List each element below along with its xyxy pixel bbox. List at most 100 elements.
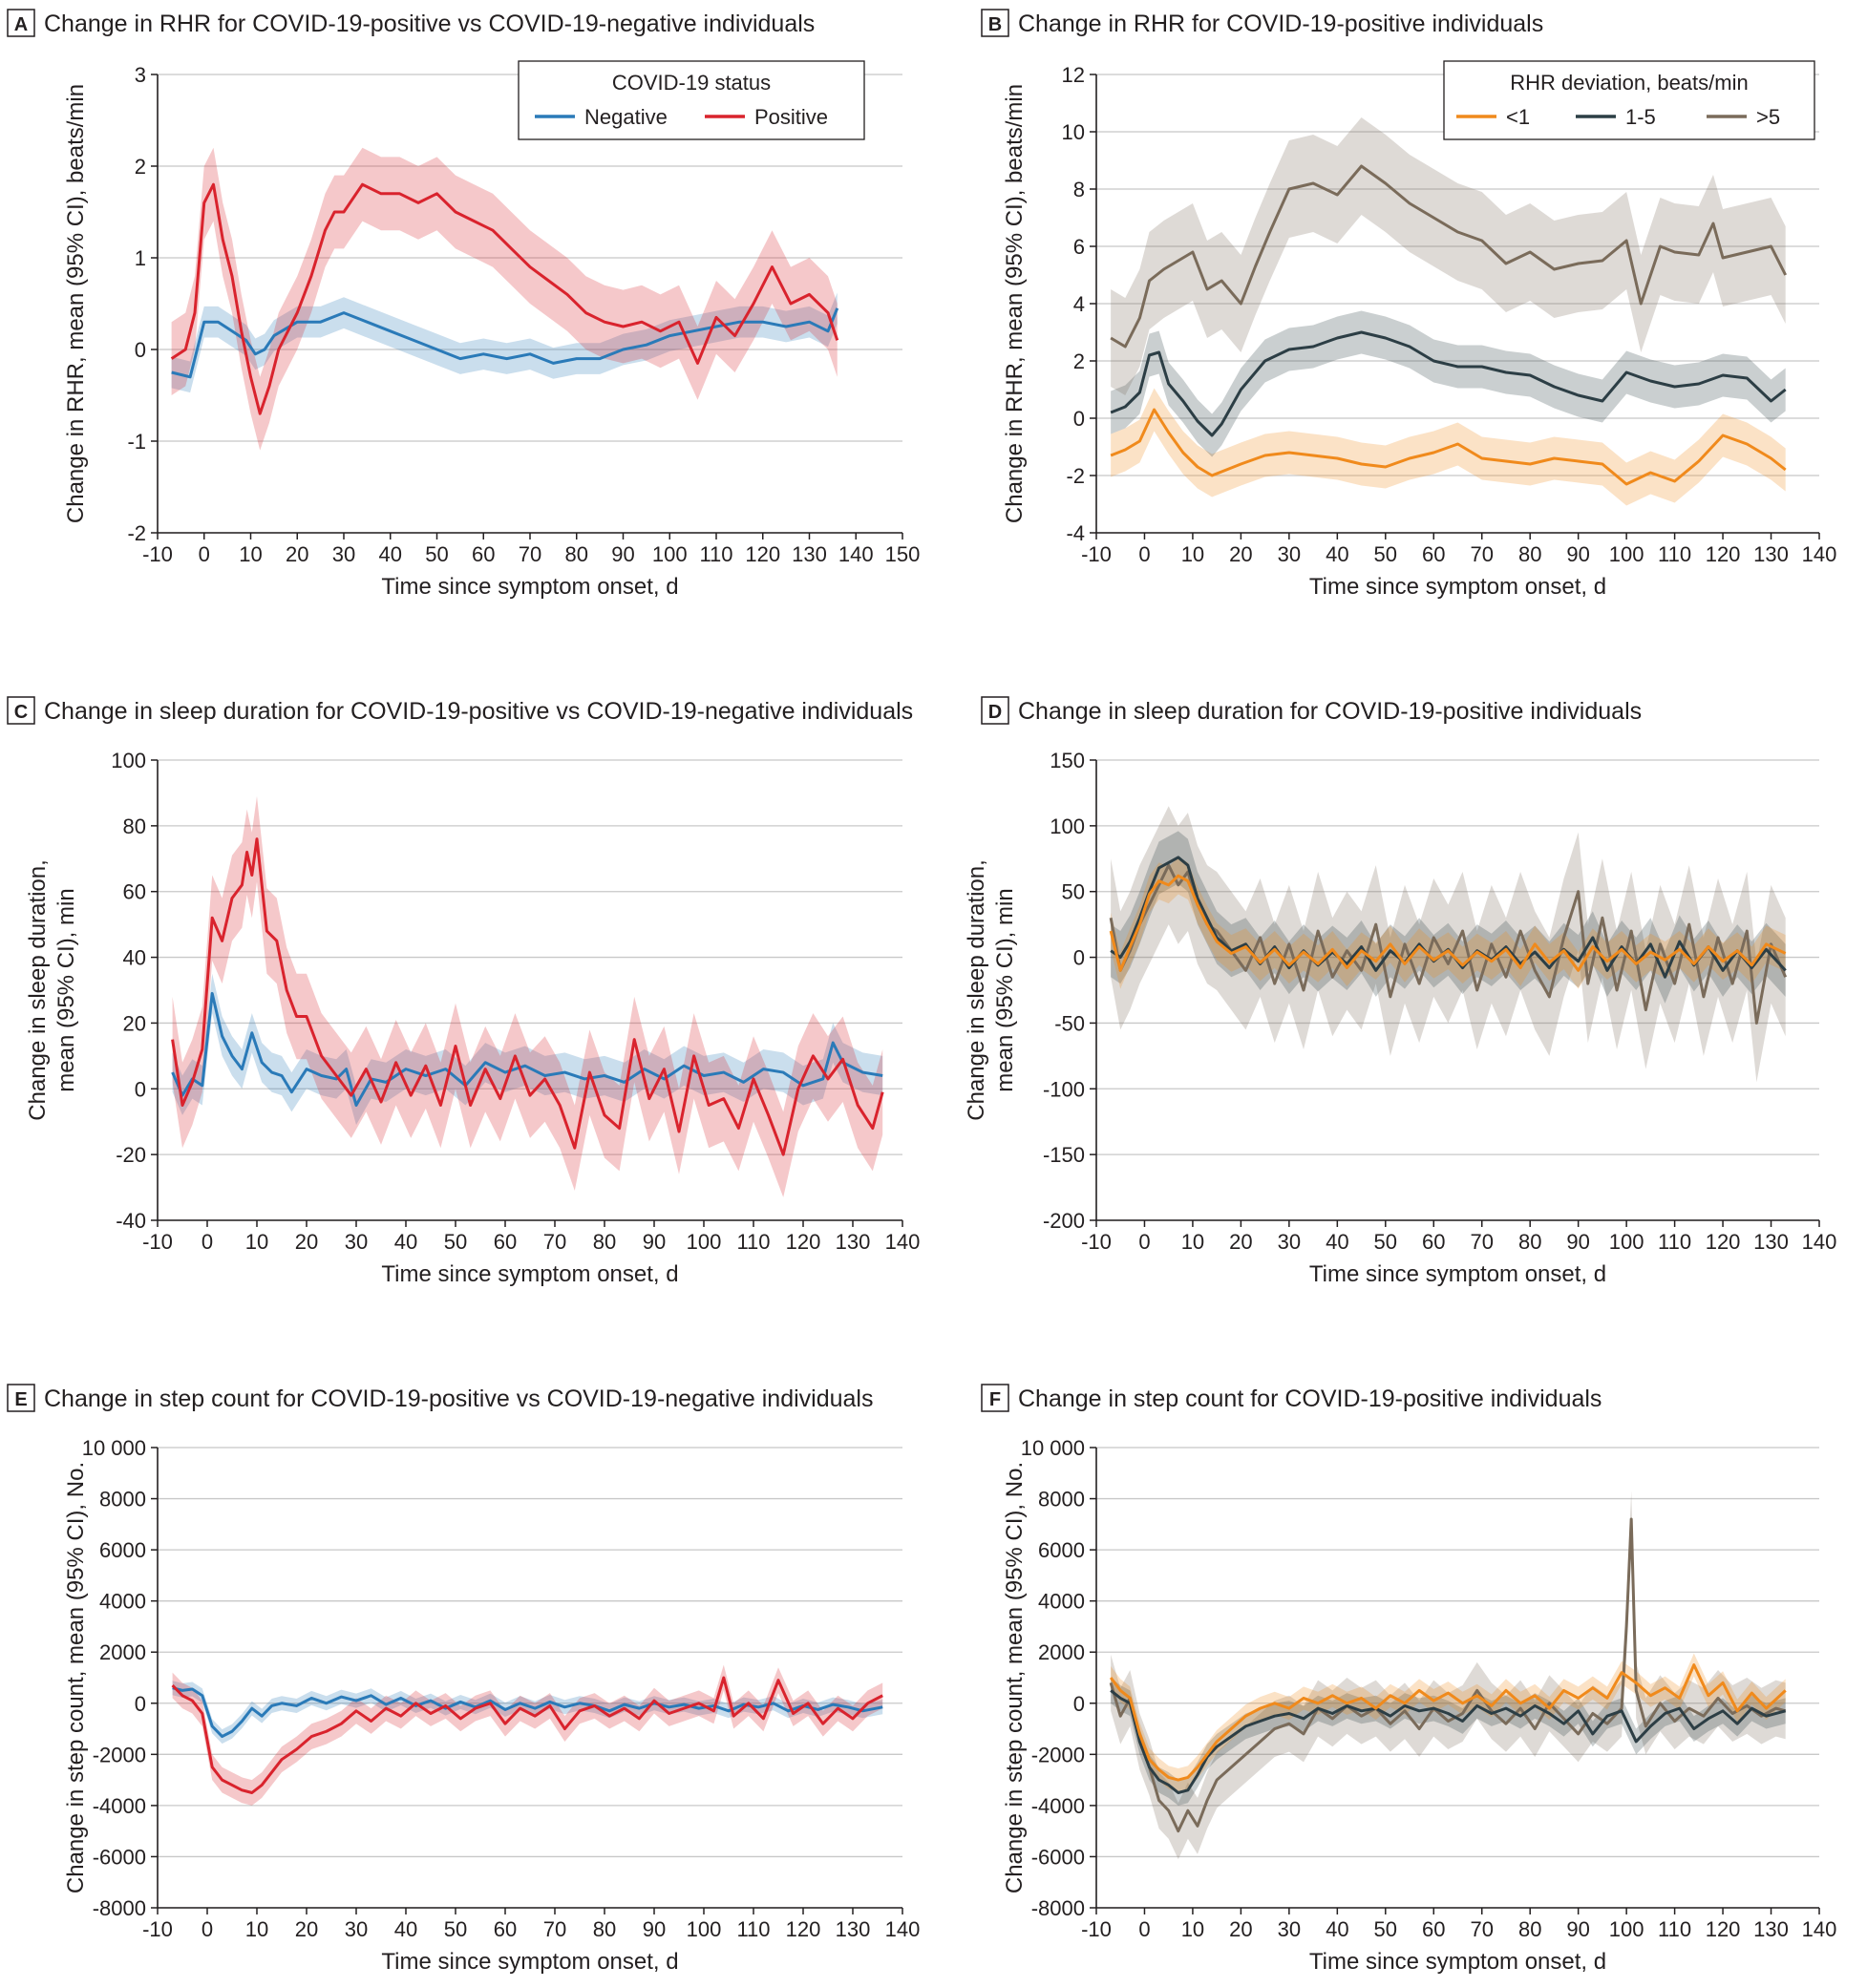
x-tick-label: 10 [245,1230,268,1254]
y-tick-label: -6000 [1031,1845,1085,1869]
x-axis-title: Time since symptom onset, d [381,1949,678,1975]
legend-label: Positive [754,105,828,129]
x-tick-label: 120 [1706,1230,1741,1254]
x-tick-label: 100 [1609,1230,1644,1254]
y-tick-label: 3 [135,63,146,87]
x-tick-label: 50 [1374,1917,1397,1941]
x-tick-label: 90 [611,542,634,566]
x-tick-label: 60 [1422,1230,1445,1254]
x-tick-label: 70 [519,542,541,566]
y-axis-title: mean (95% CI), min [53,888,79,1091]
y-tick-label: -1 [127,430,146,454]
x-tick-label: 140 [1802,542,1837,566]
ci-band-Positive [172,1664,883,1806]
x-axis-title: Time since symptom onset, d [381,1261,678,1287]
x-tick-label: 50 [444,1230,467,1254]
x-tick-label: -10 [142,1230,173,1254]
x-tick-label: 140 [885,1230,921,1254]
plot-area [1109,1491,1787,1860]
panel-a: A Change in RHR for COVID-19-positive vs … [7,9,920,600]
y-tick-label: 60 [123,880,146,904]
panel-title: Change in sleep duration for COVID-19-po… [1018,698,1642,725]
y-tick-label: -20 [116,1143,146,1167]
x-tick-label: 70 [543,1230,566,1254]
x-tick-label: 0 [202,1917,213,1941]
y-tick-label: 8000 [99,1488,146,1512]
y-tick-label: 0 [135,1077,146,1101]
x-tick-label: 30 [332,542,355,566]
y-tick-label: -50 [1054,1011,1085,1035]
y-tick-label: 2000 [1038,1640,1085,1664]
x-tick-label: 20 [286,542,308,566]
x-tick-label: 80 [1518,1917,1541,1941]
x-tick-label: 110 [1658,1230,1691,1254]
x-tick-label: 130 [1753,1230,1789,1254]
x-tick-label: 50 [1374,542,1397,566]
x-tick-label: 130 [1753,1917,1789,1941]
panel-letter: C [14,702,28,723]
panel-letter: E [14,1389,27,1410]
x-tick-label: 30 [1278,1917,1301,1941]
x-tick-label: 0 [202,1230,213,1254]
series-line-Negative [171,991,883,1107]
ci-band->5 [1111,1491,1786,1860]
x-tick-label: 100 [687,1230,722,1254]
x-tick-label: -10 [142,1917,173,1941]
panel-letter: B [988,14,1002,35]
y-tick-label: 8000 [1038,1488,1085,1512]
x-tick-label: 10 [239,542,262,566]
y-tick-label: -2000 [1031,1743,1085,1766]
x-tick-label: 20 [295,1230,318,1254]
y-tick-label: -4 [1066,521,1085,545]
ci-band-<1 [1111,1653,1786,1792]
panel-letter-box [7,9,35,37]
y-tick-label: 10 000 [1021,1436,1085,1460]
y-tick-label: 50 [1062,880,1085,904]
panel-e: E Change in step count for COVID-19-posit… [7,1384,921,1975]
y-axis-title: Change in RHR, mean (95% CI), beats/min [1002,84,1028,523]
y-tick-label: -8000 [1031,1896,1085,1920]
series-line-Positive [171,1676,883,1794]
legend-title: COVID-19 status [612,71,771,95]
y-tick-label: -4000 [93,1794,146,1818]
x-tick-label: 30 [1278,542,1301,566]
legend-label: Negative [584,105,668,129]
x-tick-label: 140 [885,1917,921,1941]
x-tick-label: 50 [444,1917,467,1941]
panel-letter: F [989,1389,1001,1410]
panel-letter-box [7,696,35,725]
x-tick-label: 140 [1802,1230,1837,1254]
plot-area [171,1664,883,1806]
plot-area [1110,117,1788,506]
ci-band-Negative [171,292,838,393]
series-line-<1 [1109,874,1787,972]
y-tick-label: 10 [1062,120,1085,144]
y-axis-title: Change in step count, mean (95% CI), No. [1002,1462,1028,1893]
x-tick-label: 30 [345,1230,368,1254]
x-tick-label: 80 [1518,542,1541,566]
x-tick-label: 70 [543,1917,566,1941]
y-tick-label: -2000 [93,1743,146,1766]
x-tick-label: -10 [142,542,173,566]
y-tick-label: 1 [135,246,146,270]
x-tick-label: 130 [792,542,827,566]
x-tick-label: -10 [1081,1917,1112,1941]
x-tick-label: 90 [1566,1917,1589,1941]
ci-band->5 [1111,117,1786,395]
x-tick-label: 40 [1326,1917,1348,1941]
x-tick-label: 20 [1229,542,1252,566]
ci-band-1-5 [1111,831,1786,1004]
x-tick-label: 100 [1609,542,1644,566]
x-tick-label: 120 [786,1230,821,1254]
x-tick-label: 70 [1470,1917,1493,1941]
panel-d: D Change in sleep duration for COVID-19-p… [964,696,1837,1287]
panel-title: Change in RHR for COVID-19-positive vs C… [44,11,815,37]
x-tick-label: 100 [652,542,688,566]
x-tick-label: 0 [1138,542,1150,566]
x-tick-label: 90 [643,1230,666,1254]
x-tick-label: 130 [836,1917,871,1941]
y-tick-label: 2 [1073,349,1085,373]
panel-f: F Change in step count for COVID-19-posit… [981,1384,1836,1975]
y-tick-label: -2 [1066,464,1085,488]
